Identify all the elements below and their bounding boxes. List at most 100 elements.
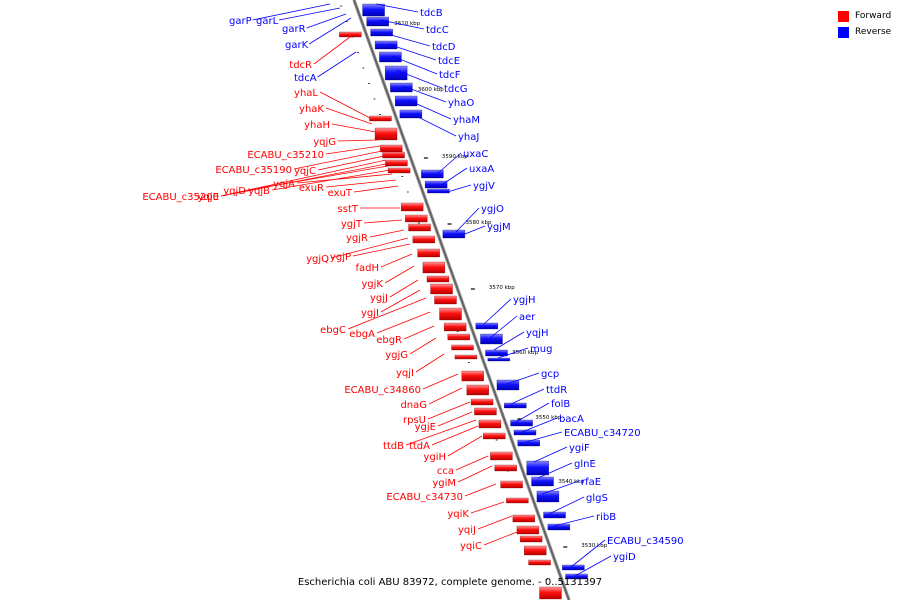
scale-label: 3600 kbp	[418, 87, 444, 93]
gene-label-ygjm: ygjM	[487, 222, 511, 233]
gene-label-yham: yhaM	[453, 115, 480, 126]
leader-line	[391, 55, 438, 75]
forward-gene-feature	[519, 535, 543, 543]
legend-item-reverse: Reverse	[838, 24, 891, 40]
leader-line	[325, 145, 381, 155]
forward-gene-feature	[506, 497, 529, 504]
gene-label-ygjp: ygjP	[330, 252, 351, 263]
leader-line	[477, 515, 513, 530]
leader-line	[347, 297, 427, 330]
leader-line	[384, 265, 415, 284]
reverse-gene-feature	[513, 429, 537, 436]
forward-gene-feature	[516, 525, 540, 535]
gene-label-yhak: yhaK	[299, 104, 324, 115]
leader-line	[459, 225, 486, 237]
gene-label-uxac: uxaC	[463, 149, 488, 160]
leader-line	[363, 219, 403, 224]
gene-label-ygje: ygjE	[415, 422, 436, 433]
leader-line	[376, 311, 431, 334]
leader-line	[443, 184, 472, 194]
scale-label: 3530 kbp	[581, 543, 607, 549]
leader-line	[308, 17, 352, 45]
scale-label: 3560 kbp	[512, 350, 538, 356]
forward-gene-feature	[412, 235, 435, 244]
forward-gene-feature	[461, 370, 484, 382]
leader-line	[439, 167, 468, 187]
leader-line	[533, 446, 568, 463]
leader-line	[220, 163, 387, 197]
leader-line	[317, 51, 357, 78]
gene-label-ttdr: ttdR	[546, 385, 567, 396]
leader-line	[548, 496, 585, 515]
gene-label-garr: garR	[282, 24, 306, 35]
gene-label-yqjc: yqjC	[294, 166, 316, 177]
leader-line	[570, 539, 606, 568]
gene-label-ygjh: ygjH	[513, 295, 536, 306]
gene-label-uxaa: uxaA	[469, 164, 494, 175]
forward-gene-feature	[426, 275, 450, 283]
leader-line	[325, 107, 373, 125]
reverse-gene-feature	[485, 349, 508, 357]
gene-label-ttdb: ttdB	[383, 441, 404, 452]
leader-line	[403, 325, 435, 340]
forward-gene-feature	[380, 144, 403, 153]
leader-line	[379, 19, 425, 30]
gene-label-mug: mug	[530, 344, 552, 355]
reverse-gene-feature	[379, 51, 402, 63]
reverse-gene-feature	[526, 460, 549, 476]
leader-line	[574, 555, 612, 577]
gene-label-tdca: tdcA	[294, 73, 317, 84]
leader-line	[455, 455, 489, 471]
gene-label-ecabu-c34720: ECABU_c34720	[564, 428, 641, 439]
forward-gene-feature	[466, 384, 489, 396]
forward-gene-feature	[528, 559, 551, 566]
forward-gene-feature	[524, 545, 547, 556]
legend-item-forward: Forward	[838, 8, 891, 24]
gene-label-yqji: yqjI	[396, 368, 414, 379]
forward-gene-feature	[374, 127, 398, 141]
forward-gene-feature	[422, 261, 446, 274]
reverse-gene-feature	[496, 379, 520, 391]
reverse-gene-feature	[421, 169, 444, 179]
reverse-gene-feature	[504, 402, 527, 409]
forward-gene-feature	[369, 115, 392, 122]
gene-label-ecabu-c35210: ECABU_c35210	[247, 150, 324, 161]
leader-line	[483, 298, 512, 325]
reverse-gene-feature	[399, 109, 422, 119]
leader-line	[515, 402, 550, 423]
leader-line	[409, 337, 437, 355]
leader-line	[489, 315, 518, 339]
forward-gene-feature	[474, 407, 497, 416]
leader-line	[407, 99, 452, 120]
reverse-gene-feature	[487, 357, 510, 362]
leader-line	[436, 152, 462, 175]
legend-forward-label: Forward	[855, 11, 892, 21]
gene-label-ygim: ygiM	[432, 478, 456, 489]
gene-label-cca: cca	[437, 466, 454, 477]
leader-line	[402, 85, 447, 103]
gene-label-yhal: yhaL	[294, 88, 318, 99]
gene-label-ygjj: ygjJ	[370, 293, 388, 304]
gene-label-baca: bacA	[559, 414, 584, 425]
forward-gene-feature	[454, 354, 478, 360]
reverse-swatch	[838, 26, 849, 38]
reverse-gene-feature	[510, 419, 533, 427]
gene-label-ecabu-c35200: ECABU_c35200	[142, 192, 219, 203]
forward-gene-feature	[439, 307, 462, 321]
gene-label-ygjv: ygjV	[473, 181, 495, 192]
gene-label-folb: folB	[551, 399, 570, 410]
gene-label-fadh: fadH	[355, 263, 379, 274]
leader-line	[337, 139, 379, 142]
leader-line	[437, 411, 473, 427]
forward-gene-feature	[447, 333, 470, 341]
gene-label-exur: exuR	[299, 183, 324, 194]
reverse-gene-feature	[366, 16, 389, 27]
scale-label: 3550 kbp	[535, 415, 561, 421]
gene-label-tdcf: tdcF	[439, 70, 461, 81]
leader-line	[395, 69, 443, 89]
gene-label-ecabu-c34860: ECABU_c34860	[344, 385, 421, 396]
leader-line	[470, 501, 505, 514]
forward-gene-feature	[434, 295, 457, 305]
gene-label-yqjb: yqjB	[248, 186, 270, 197]
